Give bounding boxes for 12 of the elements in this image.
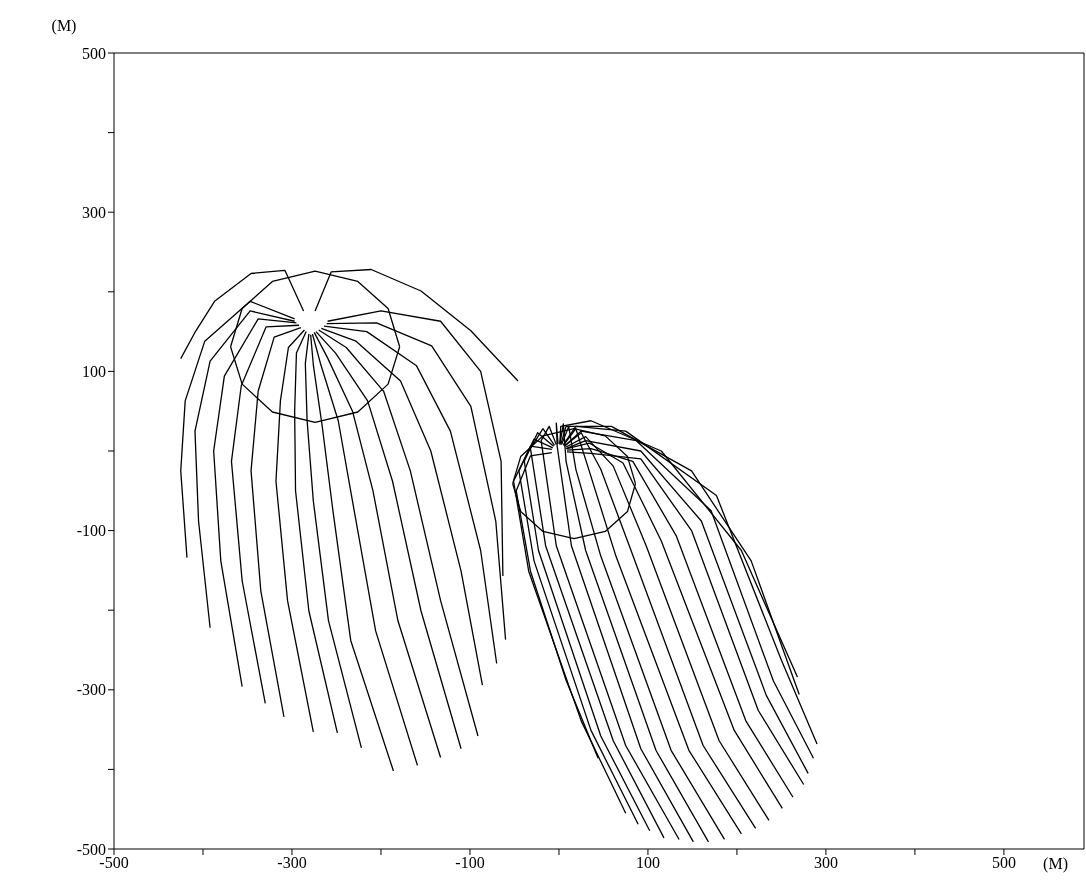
- y-tick-label: -300: [76, 681, 106, 699]
- y-tick-label: 300: [82, 203, 106, 221]
- x-tick-label: 500: [991, 854, 1016, 872]
- y-axis-title: (M): [51, 17, 77, 35]
- y-tick-label: 100: [82, 363, 106, 381]
- x-tick-label: -300: [277, 854, 307, 872]
- x-tick-label: -100: [455, 854, 485, 872]
- x-tick-label: 300: [813, 854, 838, 872]
- x-tick-label: 100: [635, 854, 660, 872]
- y-tick-label: -100: [76, 522, 106, 540]
- y-tick-label: 500: [82, 44, 106, 62]
- x-axis-title: (M): [1043, 855, 1068, 873]
